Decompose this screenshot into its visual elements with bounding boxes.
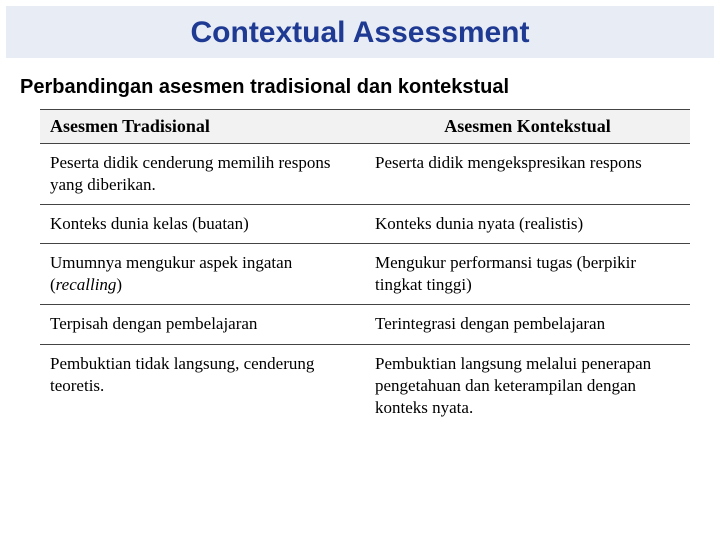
table-body: Peserta didik cenderung memilih respons …	[40, 144, 690, 427]
cell-contextual: Pembuktian langsung melalui penerapan pe…	[365, 344, 690, 427]
cell-traditional: Pembuktian tidak langsung, cenderung teo…	[40, 344, 365, 427]
col-header-traditional: Asesmen Tradisional	[40, 110, 365, 144]
col-header-contextual: Asesmen Kontekstual	[365, 110, 690, 144]
table-row: Peserta didik cenderung memilih respons …	[40, 144, 690, 205]
cell-contextual: Peserta didik mengekspresikan respons	[365, 144, 690, 205]
table-row: Pembuktian tidak langsung, cenderung teo…	[40, 344, 690, 427]
cell-traditional: Umumnya mengukur aspek ingatan (recallin…	[40, 244, 365, 305]
subtitle: Perbandingan asesmen tradisional dan kon…	[0, 58, 720, 109]
cell-contextual: Terintegrasi dengan pembelajaran	[365, 305, 690, 344]
comparison-table: Asesmen Tradisional Asesmen Kontekstual …	[40, 109, 690, 427]
title-bar: Contextual Assessment	[6, 6, 714, 58]
cell-contextual: Konteks dunia nyata (realistis)	[365, 205, 690, 244]
cell-contextual: Mengukur performansi tugas (berpikir tin…	[365, 244, 690, 305]
comparison-table-wrap: Asesmen Tradisional Asesmen Kontekstual …	[0, 109, 720, 427]
page-title: Contextual Assessment	[6, 16, 714, 50]
italic-term: recalling	[56, 275, 117, 294]
table-header-row: Asesmen Tradisional Asesmen Kontekstual	[40, 110, 690, 144]
cell-traditional: Peserta didik cenderung memilih respons …	[40, 144, 365, 205]
table-row: Umumnya mengukur aspek ingatan (recallin…	[40, 244, 690, 305]
cell-traditional: Terpisah dengan pembelajaran	[40, 305, 365, 344]
cell-traditional: Konteks dunia kelas (buatan)	[40, 205, 365, 244]
table-row: Konteks dunia kelas (buatan) Konteks dun…	[40, 205, 690, 244]
table-row: Terpisah dengan pembelajaran Terintegras…	[40, 305, 690, 344]
